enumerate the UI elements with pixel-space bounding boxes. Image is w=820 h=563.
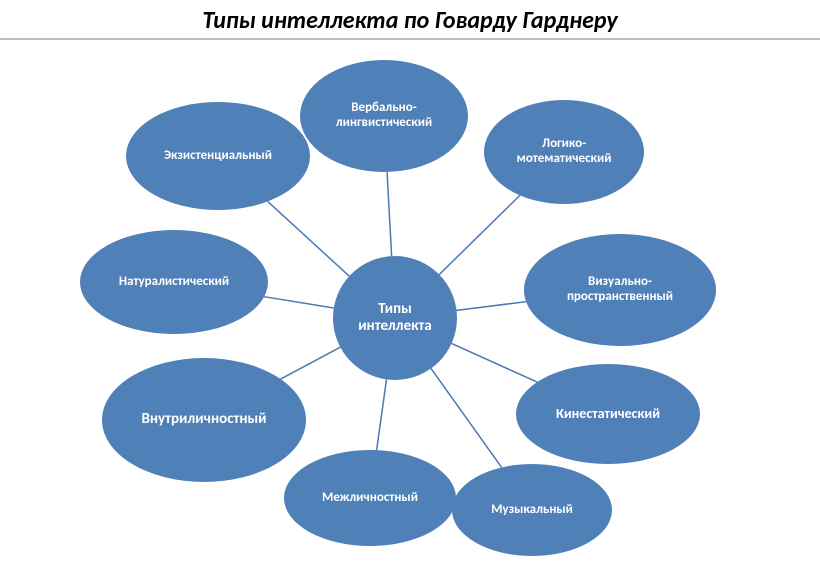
diagram-node-label: Кинестатический — [556, 406, 660, 422]
diagram-edge — [431, 368, 502, 467]
diagram-node-label: Внутриличностный — [141, 411, 266, 428]
diagram-node-verbal: Вербально-лингвистический — [300, 60, 468, 172]
diagram-node-label: Межличностный — [322, 491, 418, 506]
diagram-node-visual: Визуально-пространственный — [524, 234, 716, 346]
diagram-edge — [268, 201, 350, 276]
diagram-edge — [281, 347, 341, 379]
diagram-node-label: Визуально-пространственный — [567, 275, 673, 305]
diagram-node-label: Вербально-лингвистический — [336, 101, 432, 131]
diagram-node-interpersonal: Межличностный — [284, 450, 456, 546]
diagram-node-intrapersonal: Внутриличностный — [102, 358, 306, 482]
diagram-edge — [457, 302, 527, 311]
diagram-edge — [439, 195, 520, 274]
diagram-edge — [377, 379, 387, 450]
diagram-node-existential: Экзистенциальный — [126, 102, 310, 210]
diagram-node-center: Типыинтеллекта — [333, 256, 457, 380]
diagram-node-label: Натуралистический — [119, 275, 229, 290]
diagram-node-kinesthetic: Кинестатический — [516, 364, 700, 464]
diagram-edge — [452, 343, 538, 382]
diagram-node-label: Экзистенциальный — [164, 149, 272, 164]
diagram-edge — [264, 297, 334, 308]
diagram-node-musical: Музыкальный — [452, 464, 612, 556]
diagram-canvas: Вербально-лингвистический Логико-мотемати… — [0, 0, 820, 563]
diagram-node-naturalistic: Натуралистический — [80, 230, 268, 334]
diagram-node-label: Музыкальный — [491, 503, 573, 518]
diagram-node-label: Типыинтеллекта — [358, 301, 432, 336]
diagram-node-logic: Логико-мотематический — [484, 100, 644, 204]
diagram-edge — [387, 172, 392, 256]
diagram-node-label: Логико-мотематический — [517, 137, 612, 167]
